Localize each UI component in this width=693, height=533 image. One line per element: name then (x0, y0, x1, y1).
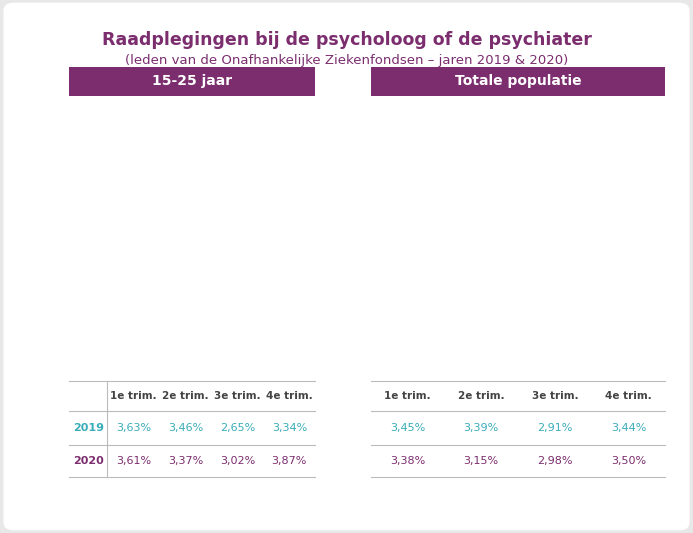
Text: 2020: 2020 (73, 456, 104, 466)
Text: 3e trim.: 3e trim. (532, 391, 578, 401)
Text: 3,02%: 3,02% (220, 456, 255, 466)
Text: 15-25 jaar: 15-25 jaar (152, 74, 232, 88)
Text: 4e trim.: 4e trim. (266, 391, 313, 401)
Text: 3,50%: 3,50% (611, 456, 646, 466)
Text: 2,98%: 2,98% (537, 456, 572, 466)
Text: 1e trim.: 1e trim. (110, 391, 157, 401)
Text: 3,34%: 3,34% (272, 423, 307, 433)
Text: 3,38%: 3,38% (390, 456, 426, 466)
Text: 4e trim.: 4e trim. (605, 391, 652, 401)
Text: 3,46%: 3,46% (168, 423, 203, 433)
Text: 3,37%: 3,37% (168, 456, 203, 466)
Text: 3,63%: 3,63% (116, 423, 151, 433)
Text: 3,15%: 3,15% (464, 456, 499, 466)
Text: Totale populatie: Totale populatie (455, 74, 581, 88)
Text: 3,87%: 3,87% (272, 456, 307, 466)
Text: 3,44%: 3,44% (611, 423, 646, 433)
Text: Raadplegingen bij de psycholoog of de psychiater: Raadplegingen bij de psycholoog of de ps… (102, 31, 591, 49)
Text: 3,39%: 3,39% (464, 423, 499, 433)
Text: 2019: 2019 (73, 423, 104, 433)
Text: 3,45%: 3,45% (390, 423, 426, 433)
Text: 2e trim.: 2e trim. (458, 391, 505, 401)
Text: (leden van de Onafhankelijke Ziekenfondsen – jaren 2019 & 2020): (leden van de Onafhankelijke Ziekenfonds… (125, 54, 568, 67)
Text: 1e trim.: 1e trim. (384, 391, 431, 401)
Text: 2,91%: 2,91% (537, 423, 572, 433)
Text: 2,65%: 2,65% (220, 423, 255, 433)
Text: 3,61%: 3,61% (116, 456, 151, 466)
Text: 2e trim.: 2e trim. (162, 391, 209, 401)
Text: 3e trim.: 3e trim. (214, 391, 261, 401)
